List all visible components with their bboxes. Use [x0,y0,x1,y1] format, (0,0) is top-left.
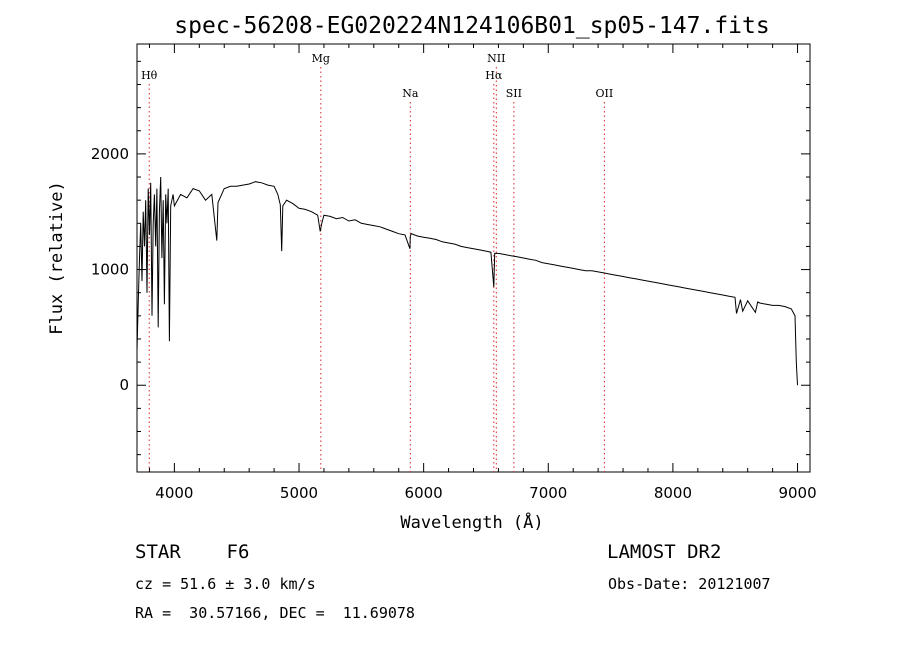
redshift-readout: cz = 51.6 ± 3.0 km/s [135,575,316,593]
plot-frame [136,43,811,473]
spectral-line-label: SII [506,87,522,100]
obs-date-readout: Obs-Date: 20121007 [608,575,771,593]
spectral-line-label: NII [487,52,505,65]
x-axis-label: Wavelength (Å) [400,511,543,533]
x-tick-label: 5000 [280,484,318,502]
spectral-line-label: Hθ [141,69,158,82]
x-tick-label: 8000 [654,484,692,502]
spectral-line-label: Na [402,87,419,100]
chart-title: spec-56208-EG020224N124106B01_sp05-147.f… [174,13,769,39]
axis-ticks: 4000 5000 6000 7000 8000 9000 0 1000 2000 [91,44,817,502]
y-tick-label: 2000 [91,145,129,163]
class-label: STAR [135,541,181,563]
spectral-line-label: Mg [312,52,330,65]
x-tick-label: 4000 [155,484,193,502]
spectral-line-label: OII [596,87,614,100]
x-tick-label: 6000 [405,484,443,502]
y-tick-label: 0 [119,376,129,394]
object-class: STAR F6 [135,541,249,563]
coordinates-readout: RA = 30.57166, DEC = 11.69078 [135,604,415,622]
y-tick-label: 1000 [91,261,129,279]
y-axis-label: Flux (relative) [47,181,67,335]
survey-label: LAMOST DR2 [607,541,722,563]
spectral-line-label: Hα [485,69,503,82]
x-tick-label: 9000 [778,484,816,502]
spectrum-series-line [136,176,798,386]
x-tick-label: 7000 [529,484,567,502]
subclass-label: F6 [226,541,250,563]
